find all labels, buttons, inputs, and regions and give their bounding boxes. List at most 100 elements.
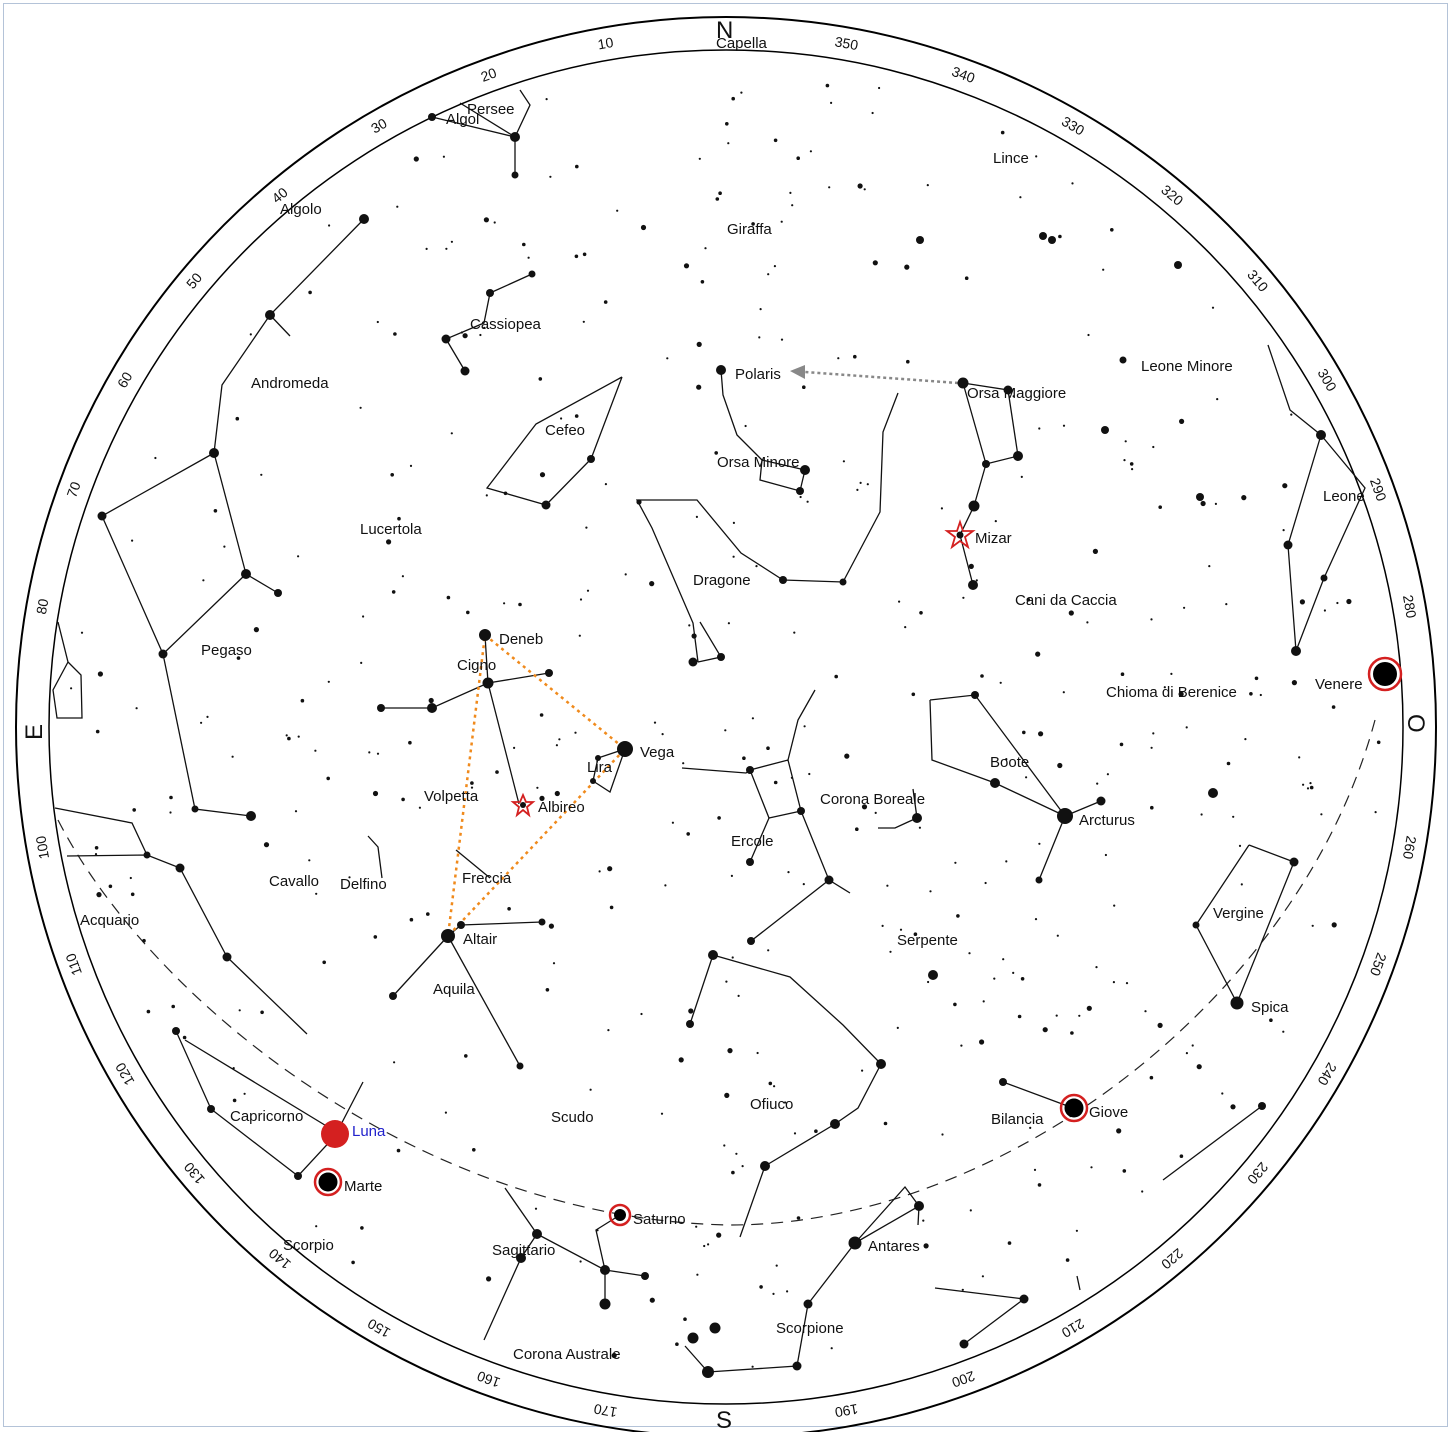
faint-star xyxy=(446,595,451,600)
faint-star xyxy=(260,473,263,476)
label-bilancia: Bilancia xyxy=(991,1111,1044,1128)
faint-star xyxy=(603,300,608,304)
faint-star xyxy=(308,859,311,862)
faint-star xyxy=(767,273,770,276)
faint-star xyxy=(236,656,241,660)
faint-star xyxy=(479,333,482,337)
faint-star xyxy=(70,687,73,690)
star-labels: Algol Polaris Mizar Deneb Vega Albireo A… xyxy=(446,111,1289,1255)
faint-star xyxy=(717,816,721,820)
faint-star xyxy=(727,622,731,625)
faint-star xyxy=(169,795,173,800)
faint-star xyxy=(1012,971,1015,975)
label-boote: Boote xyxy=(990,754,1029,771)
label-cassiopea: Cassiopea xyxy=(470,316,542,333)
faint-star xyxy=(922,1219,925,1222)
faint-star xyxy=(653,721,657,724)
faint-star xyxy=(326,776,331,781)
faint-star xyxy=(1282,1030,1285,1033)
label-persee: Persee xyxy=(467,101,515,118)
faint-star xyxy=(830,101,833,104)
degree-label: 120 xyxy=(112,1060,138,1088)
faint-star xyxy=(545,98,548,101)
faint-star xyxy=(1012,395,1015,398)
faint-star xyxy=(857,183,863,189)
faint-star xyxy=(809,150,813,153)
faint-star xyxy=(872,260,878,266)
polaris-pointer xyxy=(804,370,959,385)
faint-star xyxy=(574,414,579,418)
faint-star xyxy=(285,734,288,737)
faint-star xyxy=(1017,1014,1022,1019)
faint-star xyxy=(376,320,379,324)
faint-star xyxy=(1183,606,1186,609)
faint-star xyxy=(886,884,889,887)
faint-star xyxy=(696,341,702,347)
faint-star xyxy=(773,780,778,785)
faint-star xyxy=(575,164,579,169)
label-scudo: Scudo xyxy=(551,1109,594,1126)
faint-star xyxy=(243,1092,246,1095)
faint-star xyxy=(696,384,702,390)
faint-star xyxy=(372,790,379,797)
label-capricorno: Capricorno xyxy=(230,1108,303,1125)
faint-star xyxy=(640,1012,643,1016)
faint-star xyxy=(1062,691,1065,694)
faint-star xyxy=(586,589,590,592)
faint-star xyxy=(616,209,619,212)
faint-star xyxy=(1123,459,1126,462)
degree-label: 200 xyxy=(950,1368,978,1391)
faint-star xyxy=(1376,740,1381,745)
degree-label: 100 xyxy=(32,834,52,860)
label-andromeda: Andromeda xyxy=(251,375,329,392)
faint-star xyxy=(1331,705,1336,709)
faint-star xyxy=(549,175,552,178)
label-aquila: Aquila xyxy=(433,981,475,998)
degree-scale: 1020304050607080100110120130140150160170… xyxy=(32,33,1419,1420)
faint-star xyxy=(574,254,579,259)
label-chioma: Chioma di Berenice xyxy=(1106,684,1237,701)
faint-star xyxy=(1291,680,1297,686)
faint-star xyxy=(263,842,270,848)
faint-star xyxy=(260,1010,264,1015)
faint-star xyxy=(751,717,755,720)
faint-star xyxy=(1244,738,1247,741)
faint-star xyxy=(1178,691,1184,697)
faint-star xyxy=(1005,758,1008,761)
faint-star xyxy=(80,631,84,634)
faint-star xyxy=(1221,1092,1224,1095)
faint-star xyxy=(1071,182,1074,185)
faint-star xyxy=(1002,958,1005,961)
faint-star xyxy=(1306,787,1310,790)
faint-star xyxy=(964,276,969,281)
faint-star xyxy=(834,674,838,679)
faint-star xyxy=(582,320,585,323)
faint-star xyxy=(450,240,453,243)
faint-star xyxy=(574,731,577,734)
faint-star xyxy=(828,186,831,189)
marte-marker xyxy=(318,1172,338,1192)
label-polaris: Polaris xyxy=(735,366,781,383)
faint-star xyxy=(1157,1022,1163,1028)
faint-star xyxy=(1152,732,1155,735)
label-cani-da-caccia: Cani da Caccia xyxy=(1015,592,1117,609)
faint-star xyxy=(861,1069,864,1072)
faint-star xyxy=(861,804,868,810)
faint-star xyxy=(688,624,691,627)
faint-star xyxy=(773,1085,776,1088)
label-lira: Lira xyxy=(587,759,613,776)
degree-label: 190 xyxy=(833,1401,859,1421)
faint-star xyxy=(518,602,522,607)
constellation-lines xyxy=(52,89,1366,1373)
faint-star xyxy=(704,247,707,250)
label-dragone: Dragone xyxy=(693,572,751,589)
ecliptic-line xyxy=(57,719,1376,1226)
faint-star xyxy=(1158,505,1162,510)
degree-label: 70 xyxy=(63,479,83,499)
faint-star xyxy=(1170,672,1173,676)
faint-star xyxy=(714,451,718,455)
faint-star xyxy=(866,483,869,486)
faint-star xyxy=(1092,548,1098,555)
albireo-dot xyxy=(520,802,526,808)
faint-star xyxy=(206,715,209,719)
